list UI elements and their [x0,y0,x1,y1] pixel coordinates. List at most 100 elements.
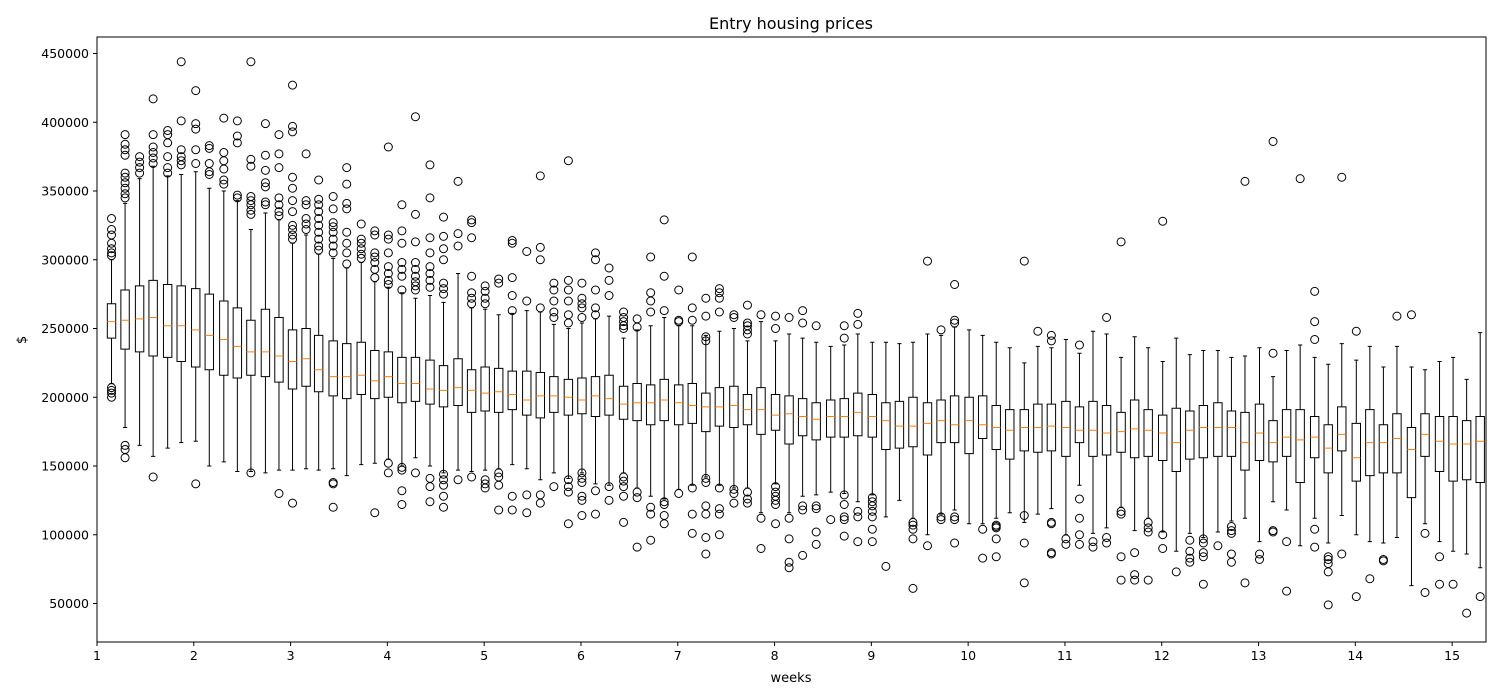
outlier-point [1158,544,1168,553]
outlier-point [107,248,117,258]
box-iqr [839,398,849,438]
x-tick-label: 15 [1444,648,1460,663]
outlier-point [714,284,724,294]
box-group [1185,354,1195,534]
box-iqr [922,402,933,456]
outlier-point [619,517,629,527]
box-group [1295,344,1305,547]
box-iqr [260,308,271,378]
outlier-point [494,472,504,482]
outlier-point [839,333,849,343]
outlier-point [1185,535,1195,545]
outlier-point [410,209,420,219]
outlier-point [784,563,794,573]
outlier-point [425,193,435,203]
outlier-point [480,281,490,291]
box-group [1281,350,1292,511]
x-tick-label: 12 [1154,648,1170,663]
outlier-point [120,145,130,155]
box-group [549,323,559,474]
outlier-point [867,512,877,522]
outlier-point [370,264,380,274]
outlier-point [1198,579,1208,589]
outlier-point [729,484,739,494]
outlier-point [120,193,130,203]
outlier-point [314,241,324,251]
box-iqr [964,396,974,455]
outlier-point [867,524,877,534]
box-group [839,344,849,494]
outlier-point [425,473,435,483]
box-group [1158,361,1168,533]
outlier-point [301,219,311,229]
outlier-point [714,483,724,493]
box-iqr [1046,403,1057,452]
box-iqr [438,365,449,408]
box-iqr [535,372,546,419]
box-iqr [1268,420,1278,463]
outlier-point [439,502,449,512]
outlier-point [701,501,711,511]
outlier-point [356,249,366,259]
outlier-point [274,211,284,221]
outlier-point [701,311,711,321]
outlier-point [1143,523,1153,533]
outlier-point [811,539,821,549]
outlier-point [288,196,298,206]
outlier-point [219,148,229,157]
box-group [1392,345,1402,538]
outlier-point [1143,517,1153,527]
outlier-point [604,495,614,505]
box-group [756,321,766,514]
outlier-point [1116,552,1126,562]
box-iqr [949,395,960,444]
box-iqr [370,350,380,400]
box-iqr [853,392,863,437]
outlier-point [425,275,435,285]
outlier-point [714,509,724,519]
box-iqr [1074,406,1085,444]
outlier-point [314,175,324,185]
outlier-point [1019,578,1029,588]
outlier-point [742,300,752,310]
outlier-point [1323,559,1333,569]
outlier-point [328,478,338,487]
x-tick-label: 14 [1347,648,1363,663]
outlier-point [1435,579,1445,589]
y-tick-label: 350000 [41,184,89,199]
outlier-point [425,497,435,507]
box-iqr [1448,416,1458,482]
outlier-point [397,200,407,210]
box-group [466,307,477,472]
box-group [729,328,739,489]
outlier-point [701,533,711,542]
outlier-point [1102,538,1112,548]
outlier-point [646,535,656,545]
outlier-point [342,198,352,208]
outlier-point [467,233,477,243]
outlier-point [397,500,407,509]
outlier-point [148,472,158,482]
outlier-point [646,509,656,519]
box-group [425,295,435,467]
outlier-point [771,519,781,529]
box-group [313,253,324,471]
outlier-point [1061,534,1071,544]
box-iqr [881,402,891,450]
box-iqr [120,289,130,350]
box-group [120,202,130,428]
outlier-point [425,269,435,278]
outlier-point [191,479,201,489]
outlier-point [260,182,270,192]
outlier-point [577,473,587,483]
outlier-point [1033,326,1043,336]
outlier-point [288,127,298,137]
outlier-point [950,318,960,328]
outlier-point [590,255,600,265]
outlier-point [1268,137,1278,146]
outlier-point [1310,524,1320,534]
outlier-point [1074,513,1084,523]
outlier-point [1255,549,1265,559]
outlier-point [370,248,380,258]
